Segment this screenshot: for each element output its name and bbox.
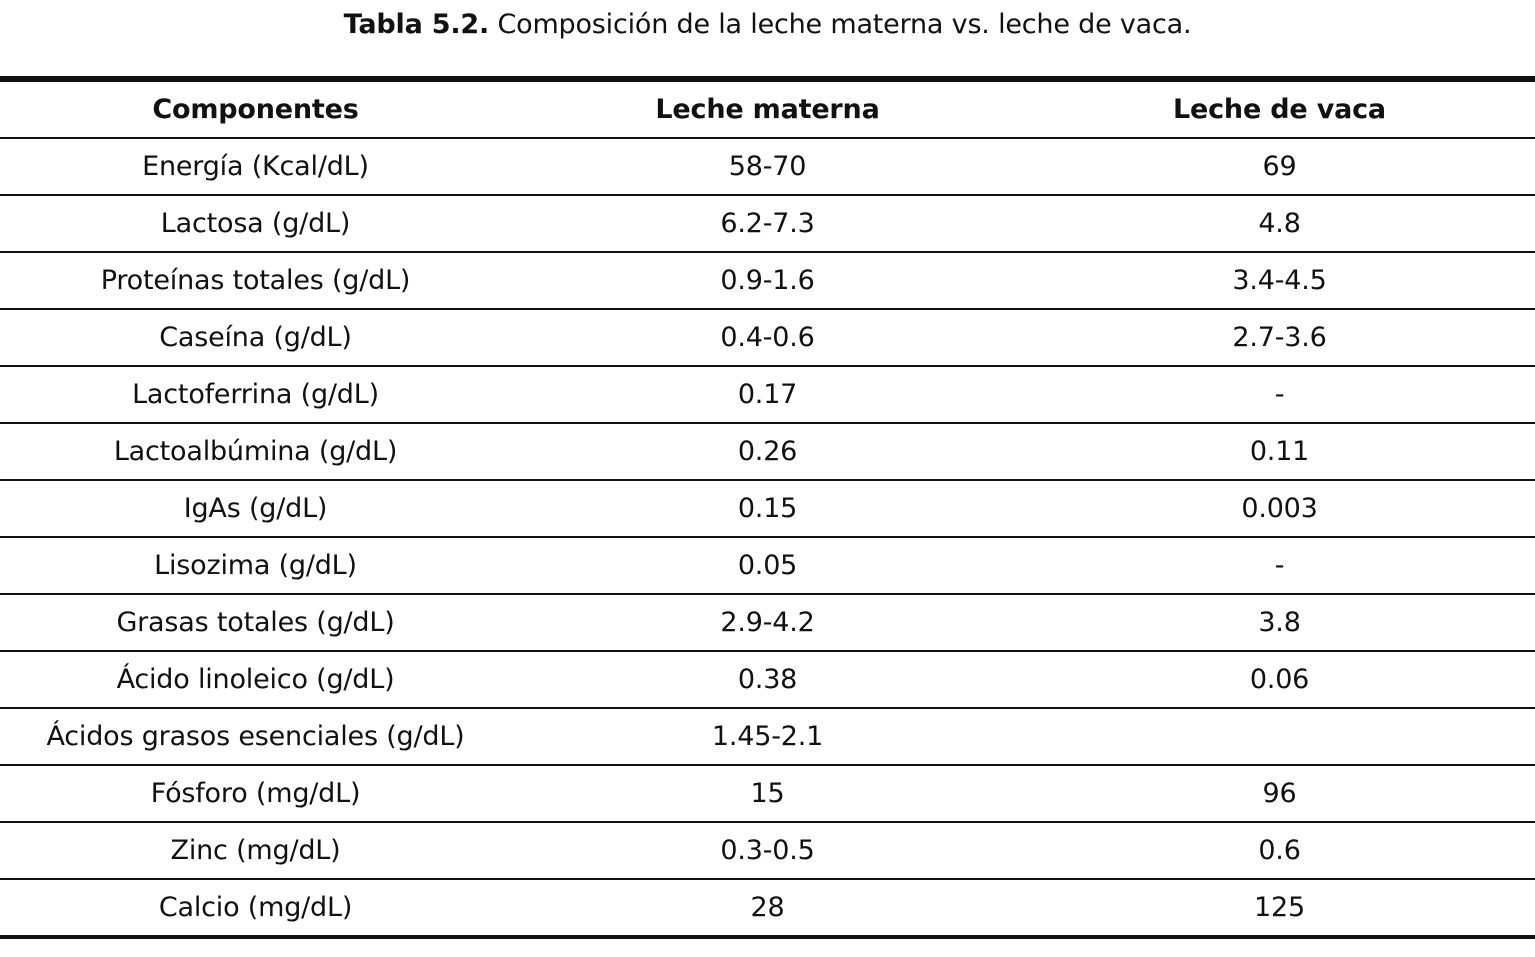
- caption-text: Composición de la leche materna vs. lech…: [497, 9, 1192, 40]
- component-cell: Lactosa (g/dL): [0, 195, 511, 253]
- human-milk-cell: 1.45-2.1: [511, 708, 1024, 766]
- caption-label: Tabla 5.2.: [343, 9, 490, 40]
- component-cell: Fósforo (mg/dL): [0, 765, 511, 823]
- cow-milk-cell: 96: [1024, 765, 1535, 823]
- component-cell: Proteínas totales (g/dL): [0, 252, 511, 310]
- cow-milk-cell: [1024, 708, 1535, 766]
- composition-table-container: Componentes Leche materna Leche de vaca …: [0, 76, 1535, 939]
- table-row: IgAs (g/dL) 0.15 0.003: [0, 480, 1535, 538]
- human-milk-cell: 28: [511, 879, 1024, 939]
- table-row: Calcio (mg/dL) 28 125: [0, 879, 1535, 939]
- cow-milk-cell: -: [1024, 537, 1535, 595]
- table-row: Proteínas totales (g/dL) 0.9-1.6 3.4-4.5: [0, 252, 1535, 310]
- human-milk-cell: 6.2-7.3: [511, 195, 1024, 253]
- component-cell: Ácidos grasos esenciales (g/dL): [0, 708, 511, 766]
- cow-milk-cell: 0.6: [1024, 822, 1535, 880]
- component-cell: Caseína (g/dL): [0, 309, 511, 367]
- component-cell: Ácido linoleico (g/dL): [0, 651, 511, 709]
- table-row: Lactoalbúmina (g/dL) 0.26 0.11: [0, 423, 1535, 481]
- table-row: Grasas totales (g/dL) 2.9-4.2 3.8: [0, 594, 1535, 652]
- header-leche-materna: Leche materna: [511, 79, 1024, 139]
- table-row: Zinc (mg/dL) 0.3-0.5 0.6: [0, 822, 1535, 880]
- component-cell: IgAs (g/dL): [0, 480, 511, 538]
- table-caption: Tabla 5.2. Composición de la leche mater…: [0, 4, 1535, 46]
- table-row: Lactoferrina (g/dL) 0.17 -: [0, 366, 1535, 424]
- component-cell: Zinc (mg/dL): [0, 822, 511, 880]
- component-cell: Lactoferrina (g/dL): [0, 366, 511, 424]
- cow-milk-cell: 125: [1024, 879, 1535, 939]
- table-row: Lactosa (g/dL) 6.2-7.3 4.8: [0, 195, 1535, 253]
- cow-milk-cell: -: [1024, 366, 1535, 424]
- table-row: Ácido linoleico (g/dL) 0.38 0.06: [0, 651, 1535, 709]
- table-row: Lisozima (g/dL) 0.05 -: [0, 537, 1535, 595]
- cow-milk-cell: 2.7-3.6: [1024, 309, 1535, 367]
- table-row: Fósforo (mg/dL) 15 96: [0, 765, 1535, 823]
- human-milk-cell: 15: [511, 765, 1024, 823]
- composition-table: Componentes Leche materna Leche de vaca …: [0, 76, 1535, 939]
- human-milk-cell: 0.15: [511, 480, 1024, 538]
- human-milk-cell: 0.4-0.6: [511, 309, 1024, 367]
- header-componentes: Componentes: [0, 79, 511, 139]
- cow-milk-cell: 0.06: [1024, 651, 1535, 709]
- cow-milk-cell: 69: [1024, 138, 1535, 196]
- table-row: Energía (Kcal/dL) 58-70 69: [0, 138, 1535, 196]
- component-cell: Grasas totales (g/dL): [0, 594, 511, 652]
- human-milk-cell: 0.17: [511, 366, 1024, 424]
- header-leche-de-vaca: Leche de vaca: [1024, 79, 1535, 139]
- table-row: Caseína (g/dL) 0.4-0.6 2.7-3.6: [0, 309, 1535, 367]
- human-milk-cell: 0.26: [511, 423, 1024, 481]
- component-cell: Lisozima (g/dL): [0, 537, 511, 595]
- human-milk-cell: 0.9-1.6: [511, 252, 1024, 310]
- human-milk-cell: 0.05: [511, 537, 1024, 595]
- component-cell: Energía (Kcal/dL): [0, 138, 511, 196]
- human-milk-cell: 0.38: [511, 651, 1024, 709]
- table-header-row: Componentes Leche materna Leche de vaca: [0, 79, 1535, 139]
- human-milk-cell: 2.9-4.2: [511, 594, 1024, 652]
- component-cell: Calcio (mg/dL): [0, 879, 511, 939]
- table-row: Ácidos grasos esenciales (g/dL) 1.45-2.1: [0, 708, 1535, 766]
- cow-milk-cell: 3.4-4.5: [1024, 252, 1535, 310]
- human-milk-cell: 0.3-0.5: [511, 822, 1024, 880]
- cow-milk-cell: 0.11: [1024, 423, 1535, 481]
- cow-milk-cell: 4.8: [1024, 195, 1535, 253]
- cow-milk-cell: 3.8: [1024, 594, 1535, 652]
- human-milk-cell: 58-70: [511, 138, 1024, 196]
- cow-milk-cell: 0.003: [1024, 480, 1535, 538]
- component-cell: Lactoalbúmina (g/dL): [0, 423, 511, 481]
